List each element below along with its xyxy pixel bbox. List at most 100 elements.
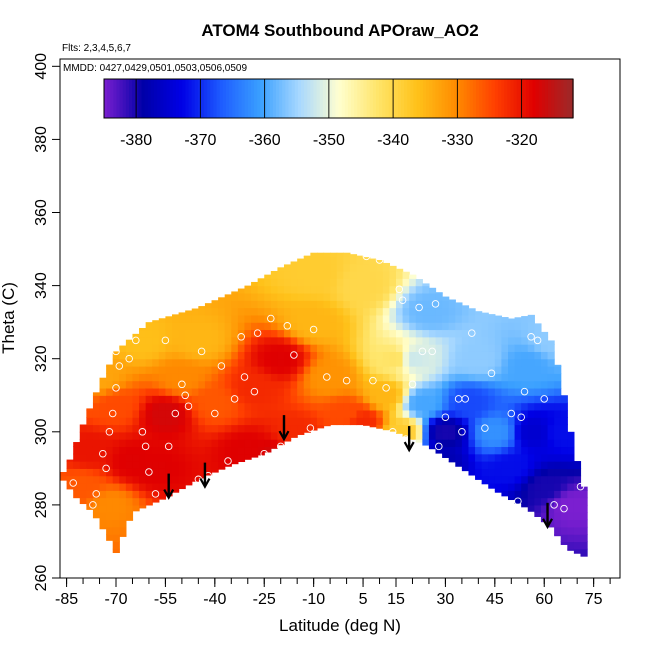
field-cell bbox=[270, 278, 279, 287]
field-cell bbox=[461, 307, 470, 316]
field-cell bbox=[119, 351, 127, 360]
field-cell bbox=[86, 424, 94, 433]
field-cell bbox=[389, 322, 397, 331]
observation-point bbox=[138, 428, 147, 436]
field-cell bbox=[204, 439, 213, 448]
field-cell bbox=[204, 358, 213, 367]
field-cell bbox=[218, 373, 226, 382]
colorbar-cell bbox=[175, 79, 180, 118]
field-cell bbox=[191, 439, 199, 448]
field-cell bbox=[165, 351, 173, 360]
field-cell bbox=[178, 446, 186, 455]
field-cell bbox=[547, 490, 555, 499]
field-cell bbox=[468, 380, 476, 389]
field-cell bbox=[132, 468, 140, 477]
colorbar-cell bbox=[404, 79, 408, 118]
field-cell bbox=[316, 409, 325, 418]
field-cell bbox=[132, 424, 140, 433]
field-cell bbox=[534, 366, 542, 374]
field-cell bbox=[204, 461, 213, 469]
field-cell bbox=[204, 314, 213, 323]
field-cell bbox=[145, 373, 153, 382]
field-cell bbox=[369, 387, 377, 396]
field-cell bbox=[468, 308, 476, 316]
field-cell bbox=[501, 395, 509, 404]
field-cell bbox=[218, 424, 226, 433]
field-cell bbox=[323, 417, 331, 426]
field-cell bbox=[277, 373, 285, 382]
field-cell bbox=[323, 395, 331, 404]
colorbar-cell bbox=[401, 79, 405, 118]
field-cell bbox=[297, 307, 305, 316]
field-cell bbox=[204, 387, 213, 396]
field-cell bbox=[79, 490, 87, 499]
field-cell bbox=[231, 417, 239, 426]
colorbar-cell bbox=[366, 79, 371, 118]
field-cell bbox=[448, 431, 456, 440]
field-cell bbox=[112, 431, 120, 440]
field-cell bbox=[284, 264, 292, 272]
field-cell bbox=[567, 541, 575, 550]
field-cell bbox=[158, 402, 167, 411]
field-cell bbox=[356, 285, 364, 294]
field-cell bbox=[494, 358, 503, 367]
field-cell bbox=[573, 526, 582, 535]
field-cell bbox=[145, 395, 153, 404]
field-cell bbox=[231, 424, 239, 433]
field-cell bbox=[330, 307, 338, 316]
field-cell bbox=[218, 297, 226, 301]
arrow-head bbox=[542, 518, 553, 530]
field-cell bbox=[191, 308, 199, 316]
field-cell bbox=[356, 278, 364, 287]
field-cell bbox=[251, 431, 259, 440]
field-cell bbox=[468, 409, 476, 418]
field-cell bbox=[481, 373, 489, 382]
colorbar-cell bbox=[191, 79, 196, 118]
field-cell bbox=[560, 497, 568, 506]
field-cell bbox=[422, 285, 430, 294]
observation-point bbox=[507, 409, 516, 418]
observation-point bbox=[415, 303, 423, 312]
field-cell bbox=[218, 344, 226, 352]
colorbar-cell bbox=[560, 79, 565, 118]
observation-point bbox=[112, 384, 120, 392]
colorbar-tick-label: -360 bbox=[249, 132, 281, 149]
field-cell bbox=[349, 314, 358, 323]
field-cell bbox=[106, 402, 114, 411]
field-cell bbox=[172, 402, 180, 411]
colorbar-tick-label: -340 bbox=[377, 132, 409, 149]
field-cell bbox=[297, 395, 305, 404]
field-cell bbox=[316, 314, 325, 323]
field-cell bbox=[356, 336, 364, 345]
field-cell bbox=[481, 475, 489, 484]
field-cell bbox=[145, 453, 153, 462]
field-cell bbox=[428, 439, 437, 448]
field-cell bbox=[402, 417, 410, 426]
colorbar-cell bbox=[147, 79, 152, 118]
field-cell bbox=[402, 373, 410, 382]
field-cell bbox=[382, 344, 391, 352]
field-cell bbox=[422, 307, 430, 316]
field-cell bbox=[330, 270, 338, 279]
field-cell bbox=[119, 497, 127, 506]
field-cell bbox=[297, 424, 305, 433]
x-tick-label: -40 bbox=[203, 591, 226, 608]
field-cell bbox=[534, 380, 542, 389]
field-cell bbox=[106, 431, 114, 440]
field-cell bbox=[402, 351, 410, 360]
colorbar-cell bbox=[150, 79, 155, 118]
field-cell bbox=[363, 307, 371, 316]
field-cell bbox=[297, 387, 305, 396]
field-cell bbox=[132, 336, 140, 345]
field-cell bbox=[475, 446, 483, 455]
observation-point bbox=[388, 428, 397, 436]
field-cell bbox=[270, 402, 279, 411]
field-cell bbox=[547, 387, 555, 396]
field-cell bbox=[501, 446, 509, 455]
field-cell bbox=[508, 329, 516, 338]
field-cell bbox=[303, 351, 311, 360]
field-cell bbox=[501, 351, 509, 360]
field-cell bbox=[211, 446, 219, 455]
field-cell bbox=[191, 373, 199, 382]
field-cell bbox=[508, 424, 516, 433]
